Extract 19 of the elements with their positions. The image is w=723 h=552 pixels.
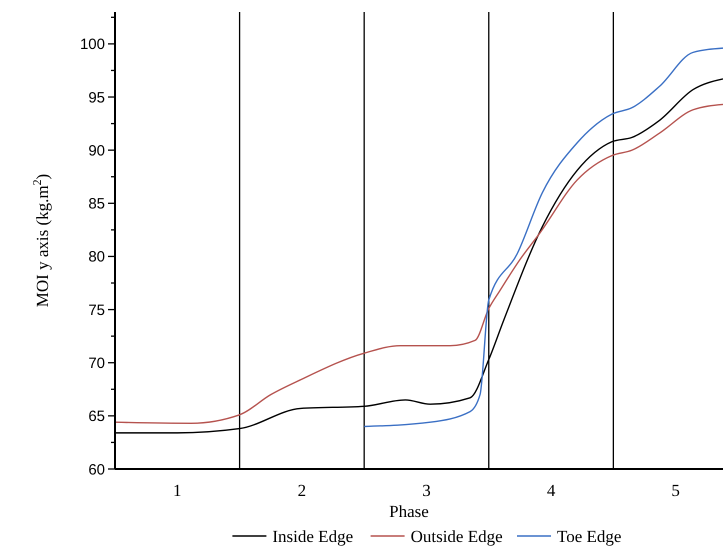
x-axis-title: Phase	[389, 502, 429, 521]
y-tick-label: 100	[80, 36, 105, 54]
legend-label: Toe Edge	[557, 526, 622, 546]
y-tick-label: 65	[88, 408, 105, 426]
y-tick-label: 75	[88, 302, 105, 319]
x-tick-label: 2	[298, 481, 306, 500]
y-tick-label: 95	[88, 89, 105, 106]
y-tick-label: 70	[88, 354, 105, 372]
y-tick-label: 85	[88, 196, 105, 213]
legend-label: Inside Edge	[272, 526, 354, 546]
line-series	[363, 47, 723, 428]
x-tick-label: 3	[422, 481, 431, 500]
x-tick-label: 1	[173, 481, 182, 500]
x-tick-label: 4	[546, 481, 556, 500]
y-tick-label: 90	[88, 142, 105, 160]
x-tick-label: 5	[671, 481, 680, 500]
legend-label: Outside Edge	[410, 526, 503, 546]
y-tick-label: 60	[88, 461, 105, 478]
y-tick-label: 80	[88, 248, 105, 266]
